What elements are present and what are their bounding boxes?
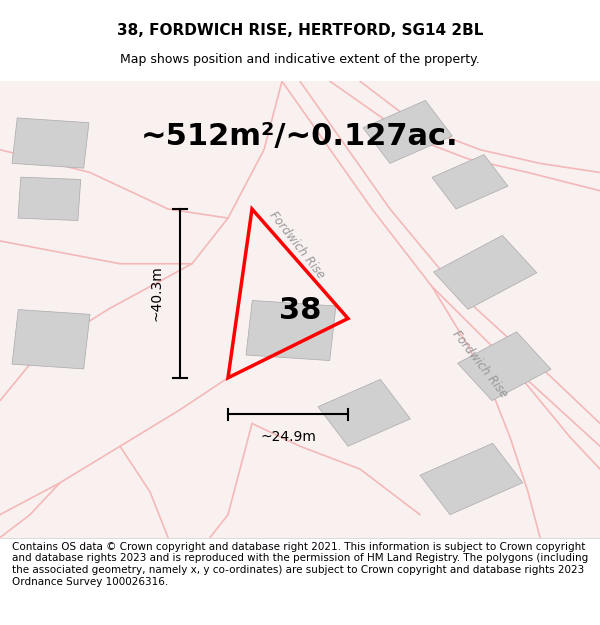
Text: Contains OS data © Crown copyright and database right 2021. This information is : Contains OS data © Crown copyright and d… — [12, 542, 588, 587]
Bar — [420, 443, 523, 515]
Text: 38, FORDWICH RISE, HERTFORD, SG14 2BL: 38, FORDWICH RISE, HERTFORD, SG14 2BL — [117, 22, 483, 38]
Bar — [12, 309, 90, 369]
Bar — [18, 177, 81, 221]
Text: Fordwich Rise: Fordwich Rise — [267, 209, 327, 282]
Text: Map shows position and indicative extent of the property.: Map shows position and indicative extent… — [120, 52, 480, 66]
Text: 38: 38 — [279, 296, 321, 326]
Text: ~24.9m: ~24.9m — [260, 430, 316, 444]
Bar — [12, 118, 89, 168]
Bar — [458, 332, 551, 401]
Bar — [432, 154, 508, 209]
Bar — [246, 301, 336, 361]
Bar — [434, 236, 537, 309]
Text: ~40.3m: ~40.3m — [149, 266, 163, 321]
Text: Fordwich Rise: Fordwich Rise — [450, 328, 510, 401]
Text: ~512m²/~0.127ac.: ~512m²/~0.127ac. — [141, 121, 459, 151]
Bar — [318, 379, 410, 446]
Bar — [363, 101, 452, 163]
